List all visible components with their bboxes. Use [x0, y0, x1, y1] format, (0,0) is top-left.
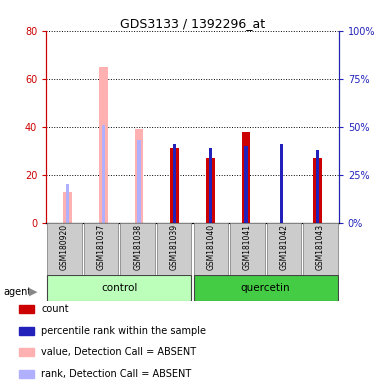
Bar	[47, 223, 82, 275]
Bar	[19, 348, 34, 356]
Text: GSM181037: GSM181037	[97, 224, 105, 270]
Bar	[63, 192, 72, 223]
Text: GSM181039: GSM181039	[170, 224, 179, 270]
Bar	[84, 223, 118, 275]
Text: count: count	[42, 304, 69, 314]
Text: agent: agent	[4, 287, 32, 297]
Text: percentile rank within the sample: percentile rank within the sample	[42, 326, 206, 336]
Text: ▶: ▶	[29, 287, 37, 297]
Bar	[303, 223, 338, 275]
Bar	[242, 131, 250, 223]
Bar	[194, 223, 228, 275]
Bar	[137, 140, 141, 223]
Bar	[66, 184, 69, 223]
Bar	[19, 305, 34, 313]
Bar	[230, 223, 264, 275]
Text: GSM181043: GSM181043	[316, 224, 325, 270]
Text: GSM180920: GSM180920	[60, 224, 69, 270]
Text: rank, Detection Call = ABSENT: rank, Detection Call = ABSENT	[42, 369, 192, 379]
Text: control: control	[101, 283, 137, 293]
Bar	[19, 327, 34, 335]
Text: GSM181042: GSM181042	[280, 224, 288, 270]
Bar	[135, 129, 143, 223]
Bar	[206, 158, 214, 223]
Bar	[313, 158, 322, 223]
Text: value, Detection Call = ABSENT: value, Detection Call = ABSENT	[42, 347, 197, 358]
Bar	[280, 144, 283, 223]
Bar	[99, 67, 107, 223]
Title: GDS3133 / 1392296_at: GDS3133 / 1392296_at	[120, 17, 265, 30]
Text: GSM181038: GSM181038	[133, 224, 142, 270]
Bar	[267, 223, 301, 275]
Text: GSM181041: GSM181041	[243, 224, 252, 270]
Text: GSM181040: GSM181040	[206, 224, 215, 270]
Bar	[209, 148, 212, 223]
Bar	[19, 370, 34, 378]
Bar	[121, 223, 155, 275]
Bar	[171, 148, 179, 223]
Bar	[194, 275, 338, 301]
Bar	[157, 223, 191, 275]
Bar	[47, 275, 191, 301]
Text: quercetin: quercetin	[241, 283, 290, 293]
Bar	[244, 146, 248, 223]
Bar	[316, 150, 319, 223]
Bar	[102, 125, 105, 223]
Bar	[173, 144, 176, 223]
